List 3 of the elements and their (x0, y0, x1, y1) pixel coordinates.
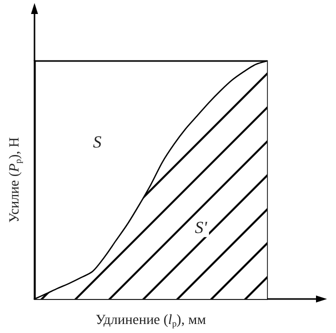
annotation: S' (194, 218, 208, 238)
y-axis-title: Усилие (Pр), Н (8, 137, 23, 223)
annotation: S (93, 132, 102, 152)
